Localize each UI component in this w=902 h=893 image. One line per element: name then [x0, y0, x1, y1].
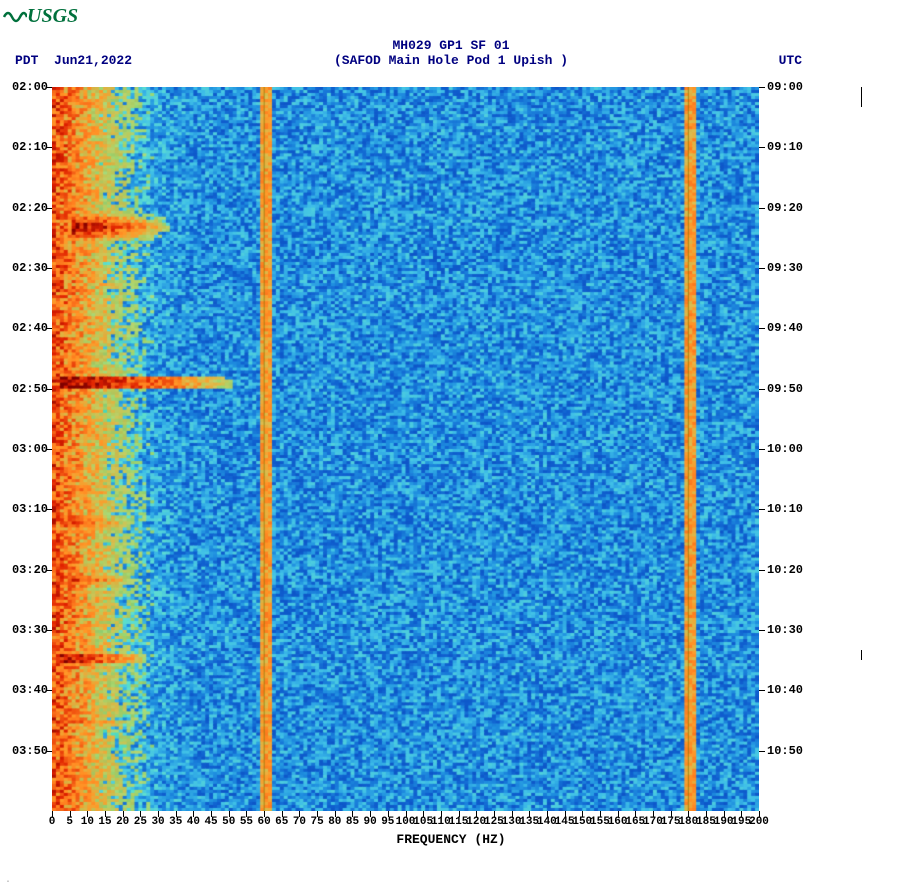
x-tick-label: 85: [346, 816, 359, 828]
y-tick: [46, 570, 52, 571]
y-tick: [759, 389, 765, 390]
x-tick-label: 10: [81, 816, 94, 828]
y-right-tick-label: 09:50: [767, 382, 803, 396]
y-left-tick-label: 02:30: [0, 261, 48, 275]
y-tick: [759, 630, 765, 631]
y-right-tick-label: 09:00: [767, 80, 803, 94]
x-tick-label: 95: [381, 816, 394, 828]
y-tick: [46, 268, 52, 269]
y-tick: [759, 570, 765, 571]
corner-mark: ·: [5, 877, 11, 888]
x-tick-label: 0: [49, 816, 56, 828]
y-right-tick-label: 10:50: [767, 744, 803, 758]
x-tick-label: 70: [293, 816, 306, 828]
y-left-tick-label: 02:10: [0, 140, 48, 154]
y-left-tick-label: 03:40: [0, 683, 48, 697]
y-left-tick-label: 03:20: [0, 563, 48, 577]
y-tick: [46, 690, 52, 691]
x-tick-label: 5: [66, 816, 73, 828]
y-tick: [759, 690, 765, 691]
x-tick-label: 30: [151, 816, 164, 828]
y-tick: [46, 147, 52, 148]
y-left-tick-label: 03:50: [0, 744, 48, 758]
x-tick-label: 35: [169, 816, 182, 828]
y-right-tick-label: 09:20: [767, 201, 803, 215]
y-tick: [759, 268, 765, 269]
spectrogram-canvas: [52, 87, 759, 811]
y-right-tick-label: 09:40: [767, 321, 803, 335]
x-tick-label: 65: [275, 816, 288, 828]
y-tick: [759, 449, 765, 450]
timezone-left: PDT Jun21,2022: [15, 53, 132, 68]
y-tick: [759, 147, 765, 148]
side-scale-mark: [861, 650, 862, 660]
x-tick-label: 40: [187, 816, 200, 828]
usgs-wave-icon: [3, 5, 27, 29]
tz-left-label: PDT: [15, 53, 38, 68]
y-tick: [759, 751, 765, 752]
y-tick: [46, 509, 52, 510]
usgs-logo: USGS: [3, 5, 78, 29]
x-tick-label: 50: [222, 816, 235, 828]
x-tick-label: 55: [240, 816, 253, 828]
y-left-tick-label: 02:40: [0, 321, 48, 335]
y-right-tick-label: 09:30: [767, 261, 803, 275]
y-left-tick-label: 03:00: [0, 442, 48, 456]
y-tick: [46, 87, 52, 88]
side-scale-mark: [861, 87, 862, 107]
usgs-logo-text: USGS: [27, 5, 78, 27]
y-right-tick-label: 09:10: [767, 140, 803, 154]
y-left-tick-label: 02:20: [0, 201, 48, 215]
x-tick-label: 45: [204, 816, 217, 828]
x-tick-label: 75: [311, 816, 324, 828]
y-left-tick-label: 03:30: [0, 623, 48, 637]
y-tick: [46, 630, 52, 631]
y-right-tick-label: 10:00: [767, 442, 803, 456]
chart-title-line2: (SAFOD Main Hole Pod 1 Upish ): [0, 53, 902, 68]
y-tick: [759, 509, 765, 510]
y-tick: [759, 328, 765, 329]
y-left-tick-label: 02:00: [0, 80, 48, 94]
y-right-tick-label: 10:30: [767, 623, 803, 637]
y-right-tick-label: 10:40: [767, 683, 803, 697]
x-tick-label: 80: [328, 816, 341, 828]
chart-title-line1: MH029 GP1 SF 01: [0, 38, 902, 53]
y-tick: [46, 328, 52, 329]
y-tick: [46, 208, 52, 209]
y-tick: [46, 449, 52, 450]
x-tick-label: 90: [364, 816, 377, 828]
x-tick-label: 15: [98, 816, 111, 828]
y-left-tick-label: 02:50: [0, 382, 48, 396]
timezone-right: UTC: [779, 53, 802, 68]
date-label: Jun21,2022: [54, 53, 132, 68]
y-right-tick-label: 10:20: [767, 563, 803, 577]
x-tick-label: 20: [116, 816, 129, 828]
y-tick: [46, 751, 52, 752]
y-left-tick-label: 03:10: [0, 502, 48, 516]
x-tick-label: 25: [134, 816, 147, 828]
y-tick: [46, 389, 52, 390]
y-right-tick-label: 10:10: [767, 502, 803, 516]
x-tick-label: 60: [257, 816, 270, 828]
x-tick-label: 200: [749, 816, 769, 828]
y-tick: [759, 208, 765, 209]
x-axis-title: FREQUENCY (HZ): [0, 832, 902, 847]
y-tick: [759, 87, 765, 88]
